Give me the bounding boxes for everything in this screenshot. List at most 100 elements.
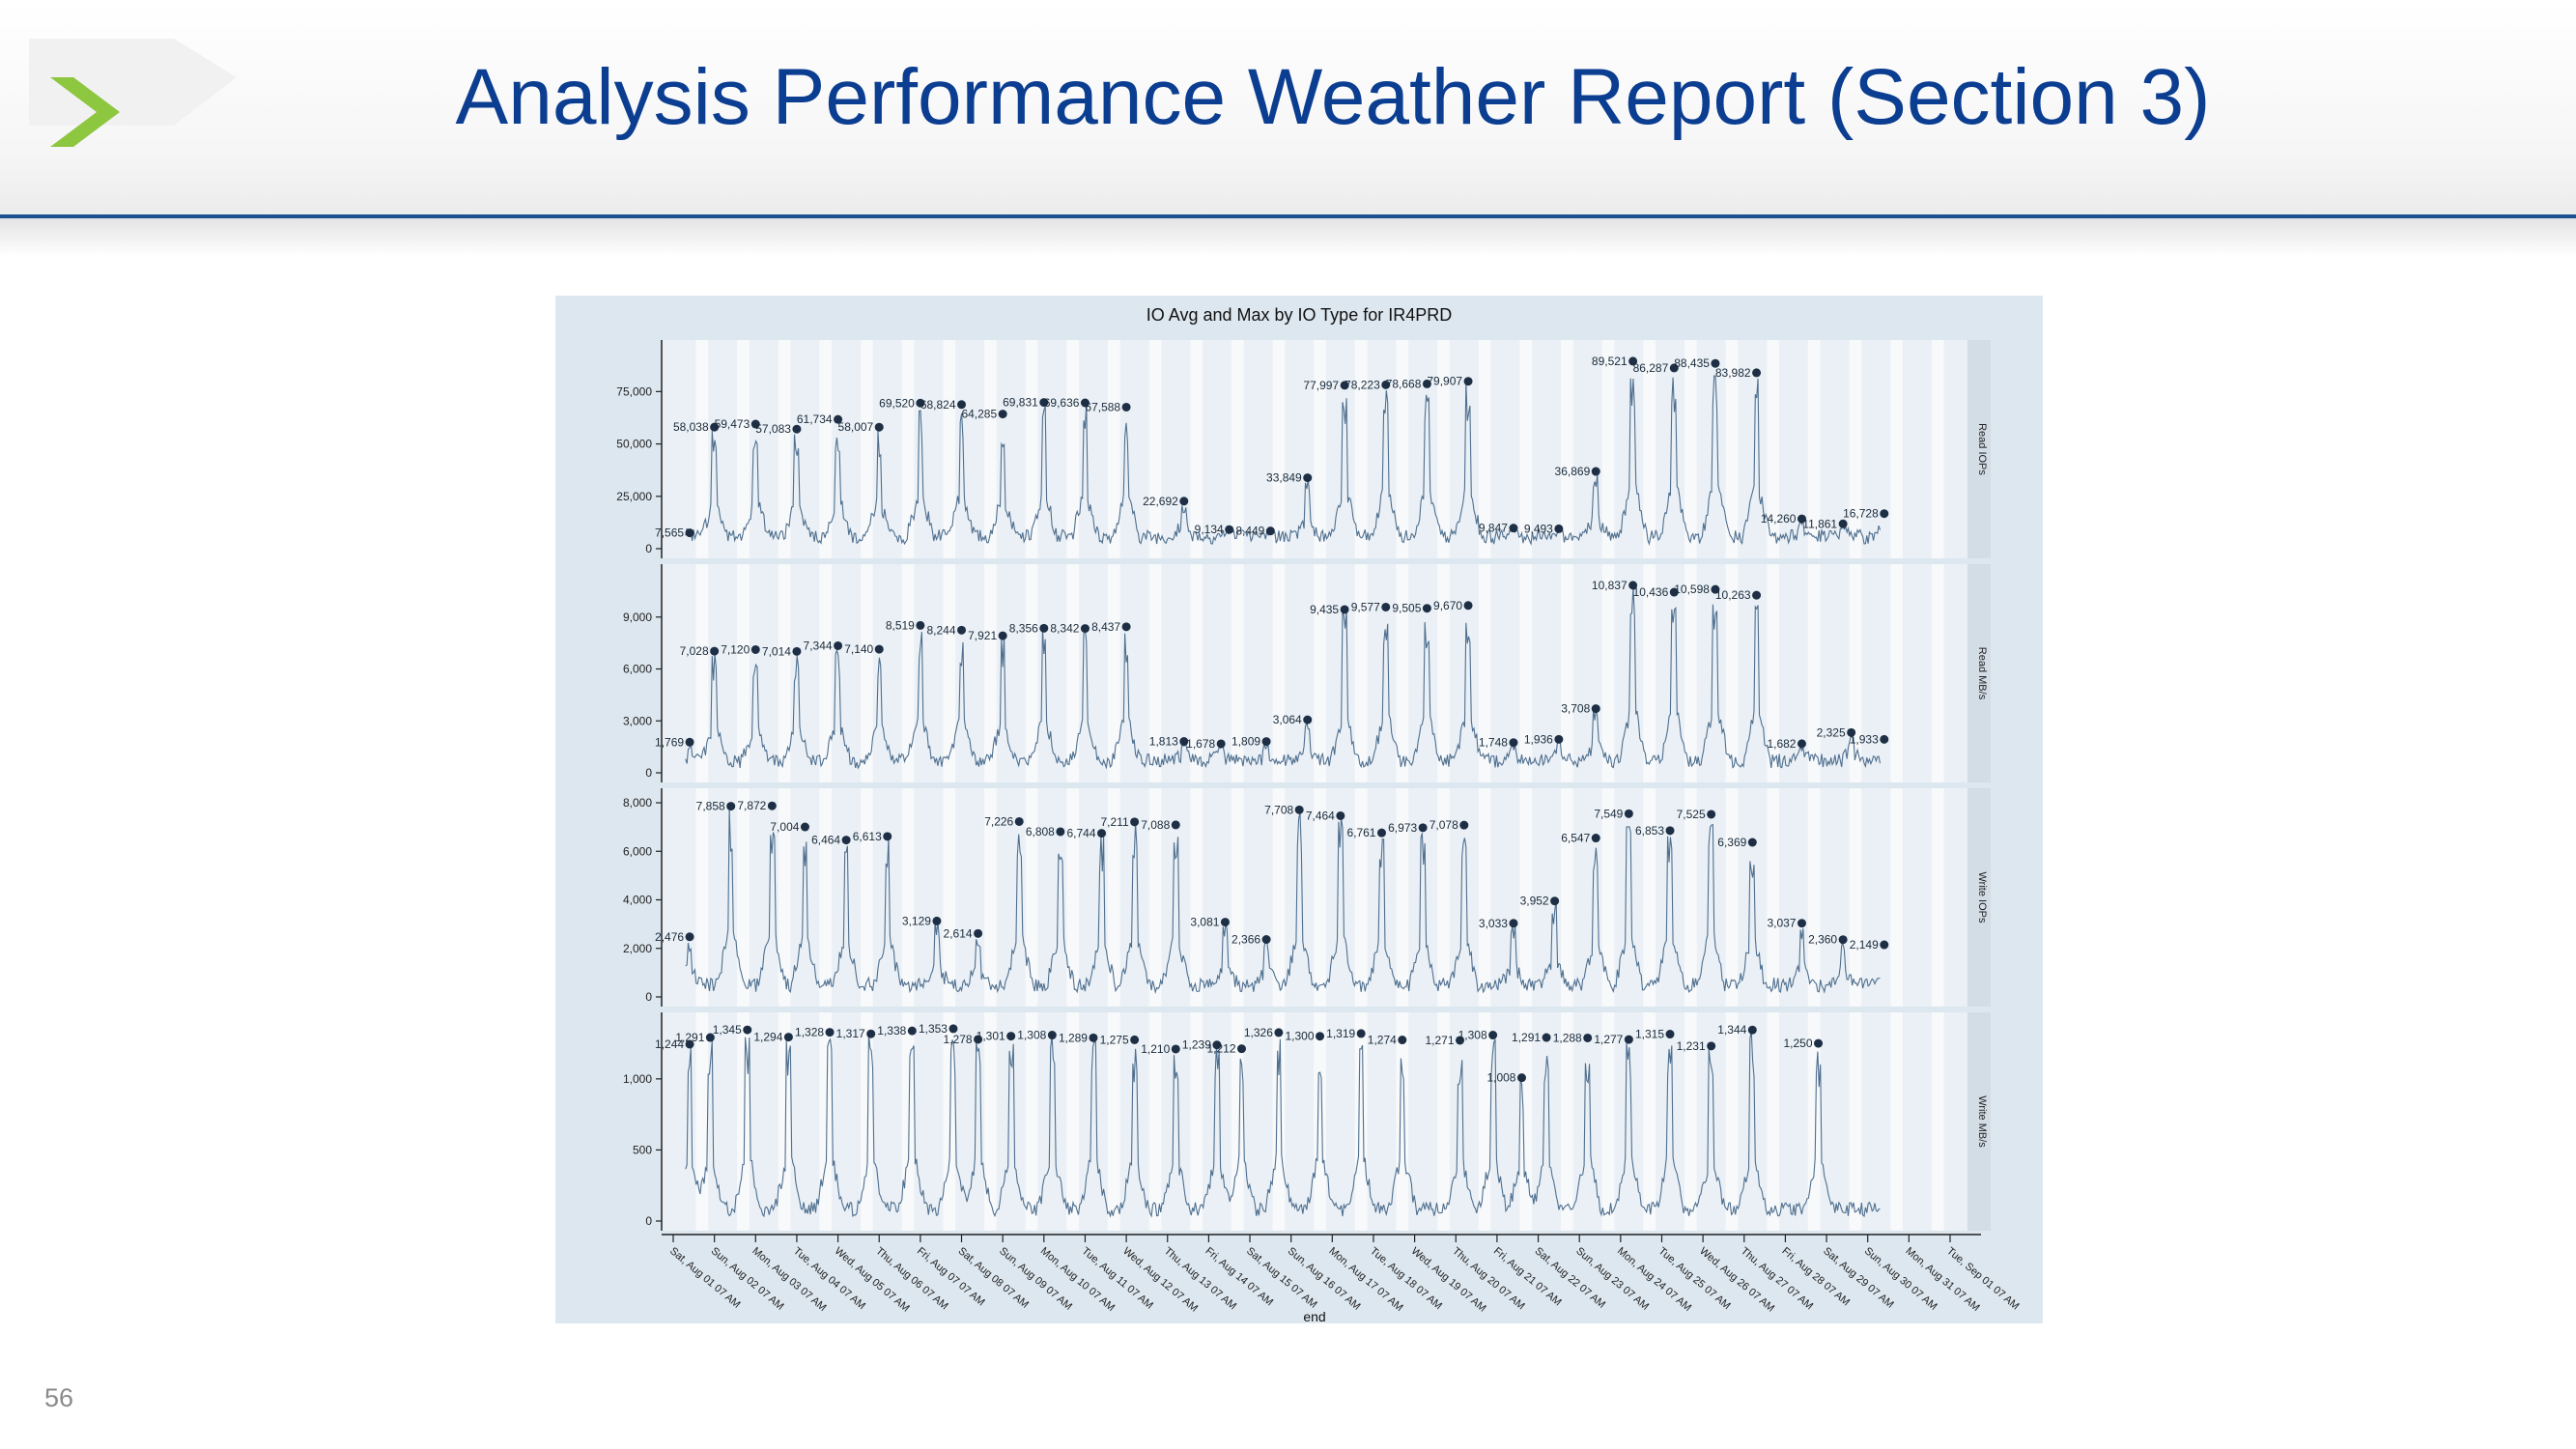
day-band [1849, 1012, 1862, 1231]
max-marker [825, 1028, 835, 1037]
max-marker [1591, 834, 1600, 843]
max-marker [1628, 356, 1638, 366]
max-label: 9,134 [1195, 523, 1224, 536]
max-label: 1,682 [1767, 737, 1796, 751]
y-tick-label: 4,000 [623, 894, 652, 907]
slide-title: Analysis Performance Weather Report (Sec… [455, 53, 2211, 141]
day-band [861, 564, 873, 782]
max-marker [1797, 919, 1806, 928]
day-band [1314, 1012, 1326, 1231]
max-marker [1624, 809, 1633, 818]
day-band [1478, 340, 1491, 558]
day-band [1519, 788, 1533, 1007]
max-label: 6,369 [1717, 836, 1746, 849]
max-label: 1,275 [1100, 1033, 1129, 1046]
max-label: 3,952 [1520, 895, 1549, 908]
day-band [1396, 340, 1409, 558]
x-tick-label: Sat, Aug 15 07 AM [1244, 1245, 1319, 1311]
max-label: 1,291 [1512, 1031, 1541, 1044]
max-marker [1550, 896, 1560, 906]
panel-label: Read IOPs [1976, 423, 1988, 475]
day-band [1066, 564, 1080, 782]
max-marker [743, 1025, 752, 1035]
day-band [1396, 788, 1409, 1007]
x-tick-label: Sat, Aug 22 07 AM [1533, 1245, 1608, 1311]
max-marker [710, 422, 720, 432]
max-label: 1,308 [1017, 1029, 1046, 1042]
max-label: 1,288 [1553, 1031, 1582, 1044]
panel-strip [1967, 340, 1991, 558]
day-band [1684, 564, 1697, 782]
day-band [1272, 1012, 1286, 1231]
max-label: 67,588 [1085, 400, 1120, 413]
max-label: 8,244 [926, 623, 955, 637]
day-band [1519, 1012, 1533, 1231]
max-marker [1212, 1040, 1222, 1050]
max-label: 3,037 [1767, 917, 1796, 930]
panel-label: Read MB/s [1976, 647, 1988, 700]
day-band [1601, 1012, 1615, 1231]
max-marker [1171, 820, 1180, 830]
max-label: 1,933 [1850, 732, 1879, 746]
max-marker [1225, 525, 1234, 534]
max-marker [1422, 604, 1431, 613]
max-label: 8,449 [1235, 525, 1264, 538]
max-label: 1,678 [1186, 737, 1215, 751]
max-label: 1,294 [753, 1031, 782, 1044]
max-marker [1669, 363, 1679, 373]
day-band [1272, 788, 1286, 1007]
max-marker [792, 646, 802, 656]
max-marker [1336, 810, 1345, 820]
max-label: 6,973 [1388, 821, 1417, 835]
max-marker [1516, 1073, 1526, 1083]
max-marker [1047, 1031, 1057, 1040]
x-tick-label: Sat, Aug 08 07 AM [956, 1245, 1032, 1311]
day-band [819, 1012, 833, 1231]
day-band [1931, 788, 1944, 1007]
day-band [1148, 1012, 1162, 1231]
max-marker [1179, 737, 1189, 747]
max-label: 7,344 [804, 639, 833, 652]
max-label: 1,244 [655, 1037, 684, 1051]
day-band [737, 1012, 750, 1231]
day-band [901, 564, 915, 782]
day-band [983, 1012, 997, 1231]
max-marker [1542, 1033, 1551, 1042]
max-label: 1,274 [1368, 1034, 1397, 1047]
day-band [778, 340, 791, 558]
day-band [1437, 1012, 1450, 1231]
max-label: 69,831 [1003, 396, 1038, 410]
max-label: 83,982 [1715, 366, 1751, 380]
max-label: 10,837 [1592, 579, 1628, 592]
max-marker [800, 822, 809, 832]
max-label: 10,436 [1633, 585, 1669, 599]
max-label: 61,734 [797, 412, 833, 426]
day-band [943, 564, 956, 782]
max-marker [1463, 377, 1473, 386]
max-label: 3,708 [1561, 702, 1590, 716]
max-marker [1752, 368, 1762, 378]
day-band [1354, 1012, 1368, 1231]
day-band [861, 340, 873, 558]
day-band [1643, 788, 1656, 1007]
y-tick-label: 2,000 [623, 942, 652, 955]
max-label: 7,140 [844, 642, 873, 656]
day-band [819, 564, 833, 782]
day-band [1272, 340, 1286, 558]
x-tick-label: Sun, Aug 02 07 AM [709, 1245, 786, 1313]
day-band [1314, 340, 1326, 558]
panel-label: Write MB/s [1976, 1095, 1988, 1148]
max-marker [1398, 1036, 1407, 1045]
max-marker [1340, 605, 1349, 614]
x-tick-label: Wed, Aug 19 07 AM [1409, 1245, 1488, 1315]
panel-strip [1967, 788, 1991, 1007]
max-label: 8,437 [1091, 620, 1120, 634]
max-label: 2,149 [1850, 938, 1879, 952]
day-band [1643, 564, 1656, 782]
x-tick-label: Mon, Aug 31 07 AM [1903, 1245, 1981, 1314]
day-band [901, 340, 915, 558]
max-label: 1,277 [1594, 1033, 1623, 1046]
max-marker [1216, 739, 1226, 749]
day-band [737, 564, 750, 782]
max-label: 7,088 [1141, 818, 1170, 832]
